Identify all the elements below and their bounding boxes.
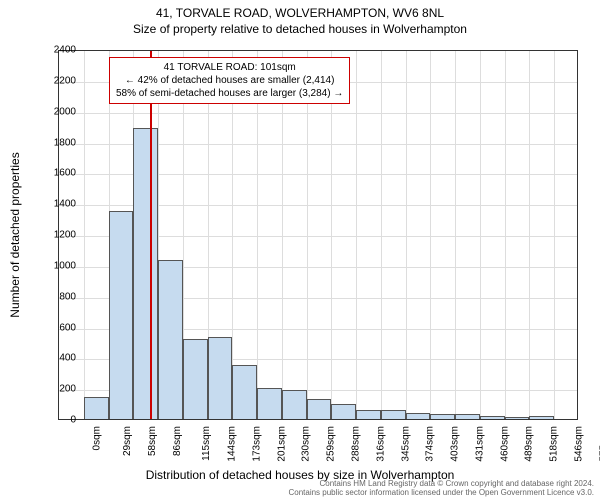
page-title: 41, TORVALE ROAD, WOLVERHAMPTON, WV6 8NL <box>0 0 600 20</box>
histogram-bar <box>158 260 183 419</box>
grid-line-v <box>84 51 85 419</box>
y-tick-label: 1000 <box>46 260 76 271</box>
y-tick-label: 400 <box>46 353 76 364</box>
y-tick-label: 1200 <box>46 230 76 241</box>
y-axis-label: Number of detached properties <box>8 70 22 235</box>
histogram-bar <box>232 365 257 419</box>
x-tick-label: 259sqm <box>326 426 337 462</box>
marker-line <box>150 51 152 419</box>
histogram-bar <box>331 404 356 419</box>
grid-line-v <box>430 51 431 419</box>
footer-line2: Contains public sector information licen… <box>288 488 594 498</box>
grid-line-v <box>381 51 382 419</box>
grid-line-v <box>480 51 481 419</box>
grid-line-h <box>59 113 577 114</box>
histogram-bar <box>208 337 233 419</box>
x-tick-label: 316sqm <box>375 426 386 462</box>
x-tick-label: 201sqm <box>276 426 287 462</box>
histogram-bar <box>109 211 134 419</box>
histogram-bar <box>505 417 530 419</box>
y-tick-label: 0 <box>46 415 76 426</box>
y-tick-label: 1600 <box>46 168 76 179</box>
histogram-bar <box>356 410 381 419</box>
x-tick-label: 173sqm <box>252 426 263 462</box>
x-tick-label: 288sqm <box>351 426 362 462</box>
y-tick-label: 2000 <box>46 106 76 117</box>
y-tick-label: 200 <box>46 384 76 395</box>
annotation-line3: 58% of semi-detached houses are larger (… <box>116 87 343 100</box>
x-tick-label: 0sqm <box>92 426 103 450</box>
annotation-line2: ← 42% of detached houses are smaller (2,… <box>116 74 343 87</box>
y-tick-label: 2400 <box>46 45 76 56</box>
footer-text: Contains HM Land Registry data © Crown c… <box>288 479 594 498</box>
y-tick-label: 800 <box>46 291 76 302</box>
x-tick-label: 230sqm <box>301 426 312 462</box>
histogram-bar <box>257 388 282 419</box>
histogram-bar <box>282 390 307 419</box>
x-tick-label: 403sqm <box>450 426 461 462</box>
grid-line-v <box>331 51 332 419</box>
grid-line-v <box>406 51 407 419</box>
footer-line1: Contains HM Land Registry data © Crown c… <box>288 479 594 489</box>
x-tick-label: 546sqm <box>573 426 584 462</box>
histogram-bar <box>183 339 208 419</box>
histogram-bar <box>529 416 554 419</box>
grid-line-v <box>554 51 555 419</box>
x-tick-label: 115sqm <box>201 426 212 461</box>
x-tick-label: 345sqm <box>400 426 411 462</box>
histogram-bar <box>480 416 505 419</box>
grid-line-v <box>282 51 283 419</box>
grid-line-v <box>232 51 233 419</box>
x-tick-label: 431sqm <box>474 426 485 462</box>
histogram-bar <box>455 414 480 419</box>
histogram-bar <box>133 128 158 419</box>
plot-region <box>59 51 577 419</box>
y-tick-label: 600 <box>46 322 76 333</box>
grid-line-v <box>257 51 258 419</box>
x-tick-label: 58sqm <box>147 426 158 456</box>
histogram-bar <box>84 397 109 419</box>
chart-area: 41 TORVALE ROAD: 101sqm ← 42% of detache… <box>58 50 578 420</box>
histogram-bar <box>307 399 332 419</box>
annotation-box: 41 TORVALE ROAD: 101sqm ← 42% of detache… <box>109 57 350 104</box>
page-subtitle: Size of property relative to detached ho… <box>0 20 600 36</box>
y-tick-label: 1400 <box>46 199 76 210</box>
histogram-bar <box>430 414 455 419</box>
x-tick-label: 460sqm <box>499 426 510 462</box>
annotation-line1: 41 TORVALE ROAD: 101sqm <box>116 61 343 74</box>
grid-line-v <box>307 51 308 419</box>
grid-line-v <box>505 51 506 419</box>
histogram-bar <box>406 413 431 419</box>
histogram-bar <box>381 410 406 419</box>
x-tick-label: 86sqm <box>172 426 183 456</box>
x-tick-label: 144sqm <box>227 426 238 462</box>
x-tick-label: 518sqm <box>549 426 560 462</box>
grid-line-v <box>455 51 456 419</box>
x-tick-label: 374sqm <box>425 426 436 462</box>
x-tick-label: 29sqm <box>122 426 133 456</box>
y-tick-label: 2200 <box>46 75 76 86</box>
grid-line-v <box>356 51 357 419</box>
x-tick-label: 489sqm <box>524 426 535 462</box>
y-tick-label: 1800 <box>46 137 76 148</box>
chart-container: 41, TORVALE ROAD, WOLVERHAMPTON, WV6 8NL… <box>0 0 600 500</box>
grid-line-v <box>529 51 530 419</box>
